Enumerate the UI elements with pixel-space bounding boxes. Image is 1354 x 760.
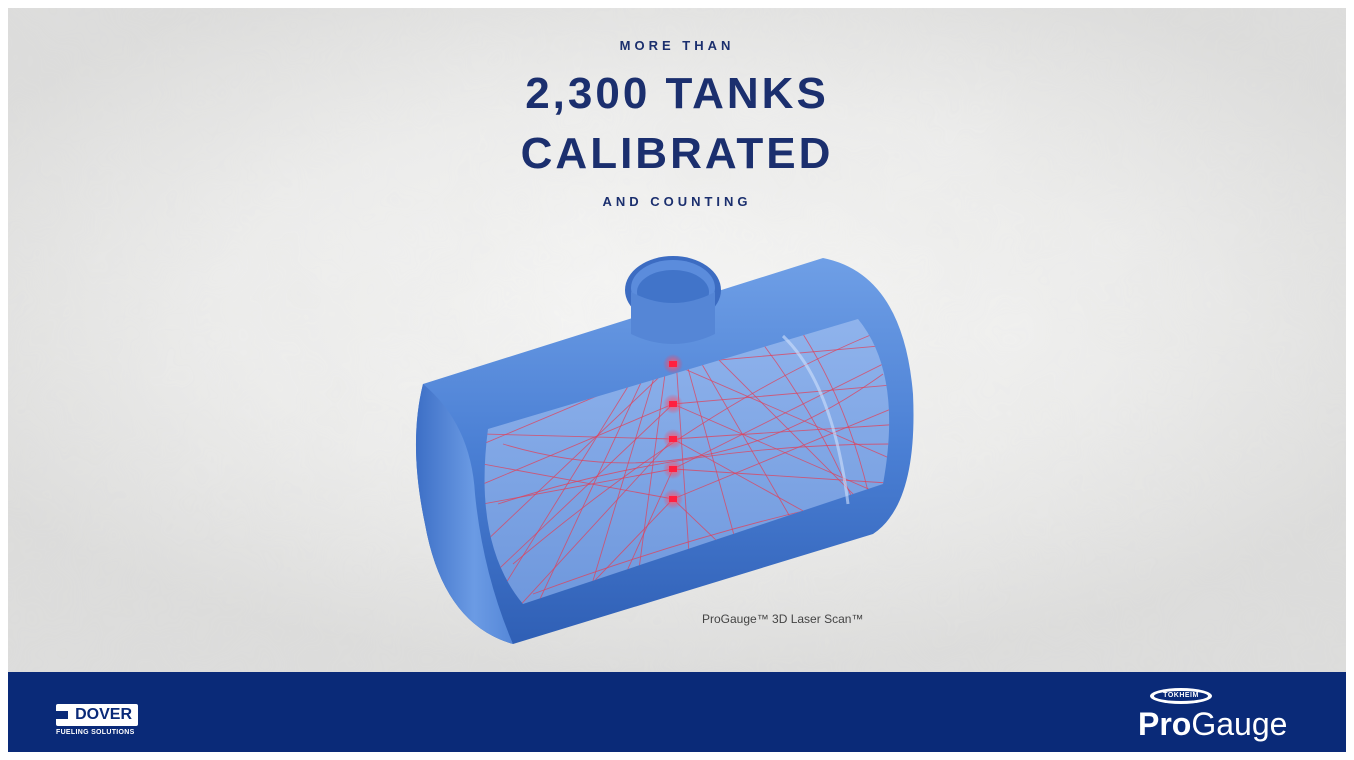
slide: MORE THAN 2,300 TANKS CALIBRATED AND COU… (8, 8, 1346, 752)
kicker-and-counting: AND COUNTING (602, 194, 752, 209)
dover-logo-name: DOVER (75, 706, 132, 723)
headline-tank-count: 2,300 TANKS (525, 69, 829, 118)
illustration-caption: ProGauge™ 3D Laser Scan™ (702, 612, 864, 626)
progauge-wordmark-gauge: Gauge (1191, 706, 1288, 742)
tokheim-badge-label: TOKHEIM (1154, 691, 1208, 701)
kicker-more-than: MORE THAN (619, 38, 735, 53)
dover-logo-tagline: FUELING SOLUTIONS (56, 729, 135, 736)
tokheim-badge: TOKHEIM (1150, 688, 1212, 704)
progauge-wordmark-pro: Pro (1138, 706, 1192, 742)
headline-calibrated: CALIBRATED (520, 129, 834, 178)
progauge-logo: TOKHEIM ProGauge (1138, 686, 1308, 746)
footer-bar: DOVER FUELING SOLUTIONS TOKHEIM ProGauge (8, 672, 1346, 752)
tank-laser-scan-illustration (415, 256, 914, 644)
dover-logo: DOVER FUELING SOLUTIONS (56, 704, 138, 736)
dover-logo-badge: DOVER (56, 704, 138, 726)
progauge-wordmark: ProGauge (1138, 706, 1287, 743)
